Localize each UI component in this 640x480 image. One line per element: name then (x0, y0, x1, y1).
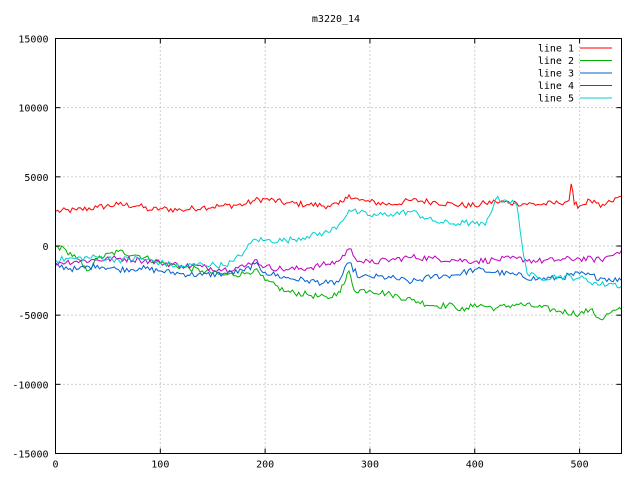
y-tick-label: 0 (42, 242, 48, 253)
grid (55, 38, 622, 454)
x-tick-label: 100 (151, 460, 169, 471)
y-tick-label: -15000 (12, 450, 48, 461)
series-line-1 (55, 183, 622, 214)
x-tick-label: 300 (361, 460, 379, 471)
series-line-4 (55, 248, 622, 273)
series-line-3 (55, 261, 622, 287)
legend-label-4: line 4 (538, 81, 574, 92)
y-tick-label: 15000 (18, 35, 48, 46)
x-tick-label: 500 (571, 460, 589, 471)
x-tick-label: 400 (466, 460, 484, 471)
series-line-5 (55, 195, 622, 289)
legend-label-3: line 3 (538, 69, 574, 80)
x-tick-label: 0 (52, 460, 58, 471)
series-line-2 (55, 245, 622, 321)
y-tick-label: -5000 (18, 311, 48, 322)
y-tick-label: 5000 (24, 173, 48, 184)
chart-title: m3220_14 (312, 14, 360, 25)
legend-label-1: line 1 (538, 44, 574, 55)
y-tick-label: 10000 (18, 104, 48, 115)
series-layer (55, 183, 622, 321)
y-tick-label: -10000 (12, 380, 48, 391)
x-tick-label: 200 (256, 460, 274, 471)
legend-label-5: line 5 (538, 94, 574, 105)
legend-label-2: line 2 (538, 56, 574, 67)
tick-labels: 0 100 200 300 400 500 -15000 -10000 -5000 0 5000 10… (12, 35, 622, 471)
